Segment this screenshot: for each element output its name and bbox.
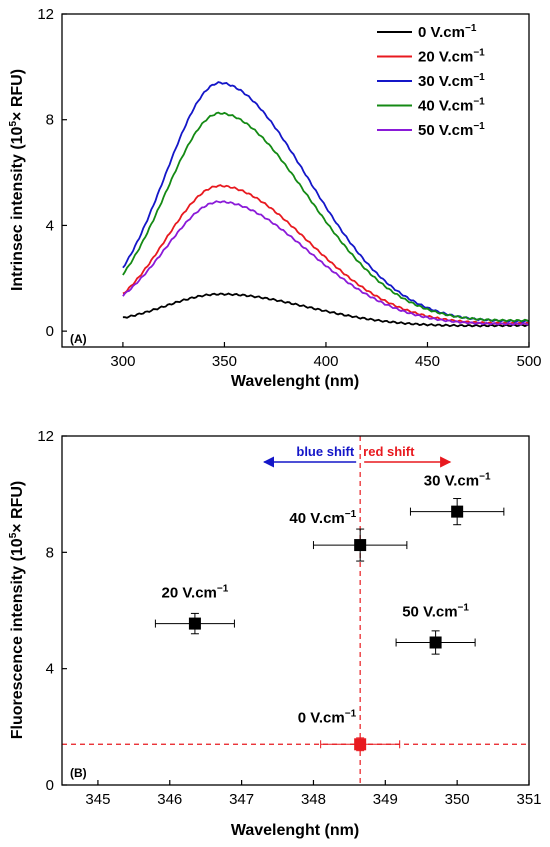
x-tick-label: 350 <box>212 353 237 370</box>
spectrum-series-line <box>122 292 530 328</box>
y-tick-label: 4 <box>46 661 54 678</box>
red-shift-label: red shift <box>363 444 415 459</box>
data-point-label: 30 V.cm−1 <box>424 472 491 490</box>
data-point-group: 40 V.cm−1 <box>289 509 408 562</box>
x-tick-label: 348 <box>301 791 326 808</box>
spectrum-series-line <box>122 111 530 323</box>
legend-entry-label: 0 V.cm−1 <box>418 23 477 41</box>
spectrum-series-line <box>122 184 530 326</box>
legend-entry-label: 30 V.cm−1 <box>418 72 485 90</box>
spectrum-series-line <box>122 81 530 323</box>
legend-entry-label: 40 V.cm−1 <box>418 97 485 115</box>
legend-entry-label: 20 V.cm−1 <box>418 48 485 66</box>
y-tick-label: 8 <box>46 112 54 129</box>
x-tick-label: 500 <box>516 353 541 370</box>
data-point-marker <box>354 738 367 751</box>
data-point-group: 30 V.cm−1 <box>409 472 505 526</box>
data-point-group: 50 V.cm−1 <box>395 602 476 655</box>
panel-b-label: (B) <box>70 766 87 780</box>
panel-a-y-ticks: 0 4 8 12 <box>37 6 67 340</box>
panel-b-frame <box>61 435 530 786</box>
data-point-marker <box>188 617 201 630</box>
panel-b-x-ticks: 345 346 347 348 349 350 351 <box>85 780 542 808</box>
y-tick-label: 4 <box>46 217 54 234</box>
y-tick-label: 0 <box>46 777 54 794</box>
x-tick-label: 347 <box>229 791 254 808</box>
y-tick-label: 12 <box>37 6 54 23</box>
data-point-marker <box>451 505 464 518</box>
x-tick-label: 351 <box>516 791 541 808</box>
panel-a-y-axis-title: Intrinsec intensity (105× RFU) <box>8 69 26 291</box>
panel-b-y-axis-title: Fluorescence intensity (105× RFU) <box>8 481 26 740</box>
panel-a-emission-spectra: 300 350 400 450 500 0 4 8 12 (A) 0 V.cm−1 20 V.c… <box>8 6 542 390</box>
data-point-marker <box>354 539 367 552</box>
x-tick-label: 346 <box>157 791 182 808</box>
data-point-group: 0 V.cm−1 <box>298 708 401 752</box>
x-tick-label: 300 <box>110 353 135 370</box>
x-tick-label: 450 <box>415 353 440 370</box>
y-tick-label: 0 <box>46 323 54 340</box>
panel-a-label: (A) <box>70 332 87 346</box>
y-tick-label: 8 <box>46 544 54 561</box>
panel-a-x-ticks: 300 350 400 450 500 <box>110 342 542 370</box>
panel-b-plot-area: blue shift red shift 0 V.cm−1 20 V.cm−1 30 V… <box>62 436 529 785</box>
panel-a-frame <box>61 13 530 348</box>
data-point-label: 0 V.cm−1 <box>298 708 357 726</box>
x-tick-label: 400 <box>313 353 338 370</box>
data-point-marker <box>429 636 442 649</box>
panel-a-x-axis-title: Wavelenght (nm) <box>231 373 359 390</box>
panel-b-peak-shift: blue shift red shift 0 V.cm−1 20 V.cm−1 30 V… <box>8 428 542 839</box>
data-point-group: 20 V.cm−1 <box>154 584 235 635</box>
panel-b-y-ticks: 0 4 8 12 <box>37 428 67 794</box>
x-tick-label: 350 <box>445 791 470 808</box>
data-point-label: 50 V.cm−1 <box>402 602 469 620</box>
panel-b-x-axis-title: Wavelenght (nm) <box>231 822 359 839</box>
panel-a-plot-area <box>122 81 530 328</box>
spectrum-series-line <box>122 200 530 326</box>
x-tick-label: 349 <box>373 791 398 808</box>
x-tick-label: 345 <box>85 791 110 808</box>
data-point-label: 40 V.cm−1 <box>289 509 356 527</box>
y-tick-label: 12 <box>37 428 54 445</box>
blue-shift-label: blue shift <box>296 444 354 459</box>
panel-a-legend: 0 V.cm−1 20 V.cm−1 30 V.cm−1 40 V.cm−1 50 V.… <box>377 23 485 139</box>
legend-entry-label: 50 V.cm−1 <box>418 121 485 139</box>
data-point-label: 20 V.cm−1 <box>162 584 229 602</box>
